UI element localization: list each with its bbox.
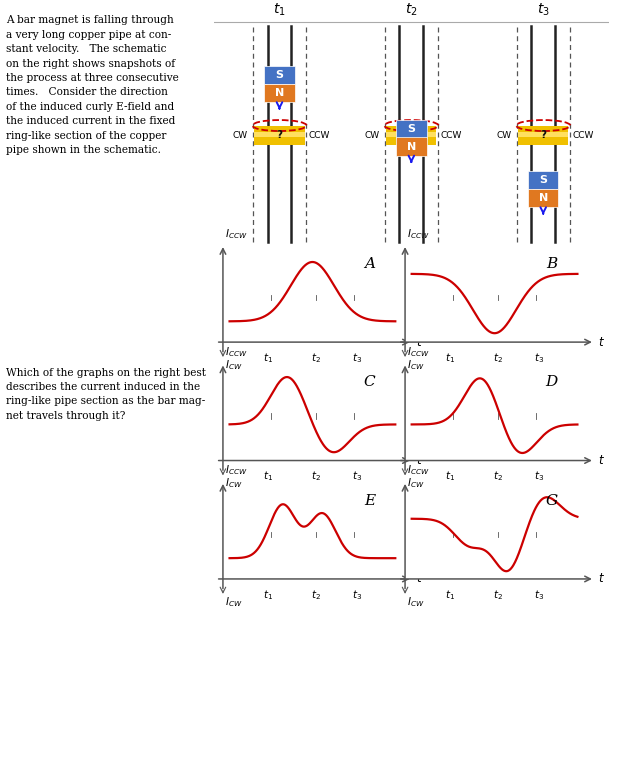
Text: $I_{CW}$: $I_{CW}$: [407, 595, 425, 609]
Text: $t_2$: $t_2$: [493, 351, 503, 365]
Text: N: N: [275, 88, 284, 98]
Text: $I_{CW}$: $I_{CW}$: [225, 358, 242, 372]
Text: $t_2$: $t_2$: [311, 588, 321, 601]
Text: C: C: [364, 375, 376, 389]
Text: $t$: $t$: [598, 573, 605, 585]
Text: $t_1$: $t_1$: [263, 588, 273, 601]
Text: $t_1$: $t_1$: [273, 2, 286, 18]
Text: $t_3$: $t_3$: [352, 469, 362, 483]
Text: ?: ?: [276, 130, 283, 140]
Text: $I_{CCW}$: $I_{CCW}$: [407, 345, 430, 359]
Text: $I_{CCW}$: $I_{CCW}$: [225, 464, 247, 478]
Text: G: G: [546, 494, 558, 508]
Text: CCW: CCW: [440, 131, 462, 139]
Text: $I_{CCW}$: $I_{CCW}$: [225, 345, 247, 359]
Text: $I_{CCW}$: $I_{CCW}$: [225, 227, 247, 241]
FancyBboxPatch shape: [264, 84, 295, 102]
Text: $t$: $t$: [598, 336, 605, 348]
Text: $t$: $t$: [416, 336, 423, 348]
Text: $t_2$: $t_2$: [493, 469, 503, 483]
Text: ?: ?: [408, 130, 414, 140]
Text: N: N: [407, 142, 416, 152]
Bar: [518, 132, 568, 137]
Text: $I_{CW}$: $I_{CW}$: [407, 477, 425, 491]
Text: CW: CW: [232, 131, 247, 139]
Text: $t_1$: $t_1$: [263, 351, 273, 365]
FancyBboxPatch shape: [396, 138, 426, 156]
Text: $t$: $t$: [416, 454, 423, 467]
Text: $t_3$: $t_3$: [534, 469, 544, 483]
Text: CW: CW: [364, 131, 379, 139]
Bar: [518, 125, 568, 145]
FancyBboxPatch shape: [528, 189, 558, 207]
Text: Which of the graphs on the right best
describes the current induced in the
ring-: Which of the graphs on the right best de…: [6, 368, 206, 421]
FancyBboxPatch shape: [396, 120, 426, 138]
Text: $t_2$: $t_2$: [311, 351, 321, 365]
Text: $t_3$: $t_3$: [352, 588, 362, 601]
Text: $I_{CW}$: $I_{CW}$: [225, 595, 242, 609]
Bar: [254, 125, 305, 145]
Text: N: N: [539, 194, 548, 203]
Text: $t_3$: $t_3$: [537, 2, 550, 18]
Text: S: S: [276, 70, 283, 80]
Text: $t_2$: $t_2$: [493, 588, 503, 601]
Text: $I_{CCW}$: $I_{CCW}$: [407, 464, 430, 478]
Text: E: E: [364, 494, 376, 508]
Text: S: S: [408, 124, 415, 134]
FancyBboxPatch shape: [528, 171, 558, 190]
Text: CW: CW: [496, 131, 511, 139]
Text: $t$: $t$: [416, 573, 423, 585]
Text: $t_3$: $t_3$: [352, 351, 362, 365]
Text: A bar magnet is falling through
a very long copper pipe at con-
stant velocity. : A bar magnet is falling through a very l…: [6, 15, 179, 155]
Text: $t$: $t$: [598, 454, 605, 467]
Text: CCW: CCW: [572, 131, 593, 139]
Text: S: S: [539, 176, 547, 185]
Text: $t_1$: $t_1$: [445, 351, 455, 365]
Text: $t_2$: $t_2$: [311, 469, 321, 483]
Text: $t_2$: $t_2$: [405, 2, 418, 18]
Text: $I_{CW}$: $I_{CW}$: [225, 477, 242, 491]
Text: CCW: CCW: [308, 131, 330, 139]
Text: $t_1$: $t_1$: [445, 588, 455, 601]
Text: $t_3$: $t_3$: [534, 351, 544, 365]
FancyBboxPatch shape: [264, 66, 295, 84]
Text: D: D: [546, 375, 558, 389]
Text: $I_{CCW}$: $I_{CCW}$: [407, 227, 430, 241]
Text: ?: ?: [540, 130, 546, 140]
Text: $t_1$: $t_1$: [445, 469, 455, 483]
Bar: [386, 125, 436, 145]
Bar: [254, 132, 305, 137]
Bar: [386, 132, 436, 137]
Text: $t_1$: $t_1$: [263, 469, 273, 483]
Text: $t_3$: $t_3$: [534, 588, 544, 601]
Text: B: B: [546, 257, 558, 271]
Text: A: A: [364, 257, 375, 271]
Text: $I_{CW}$: $I_{CW}$: [407, 358, 425, 372]
